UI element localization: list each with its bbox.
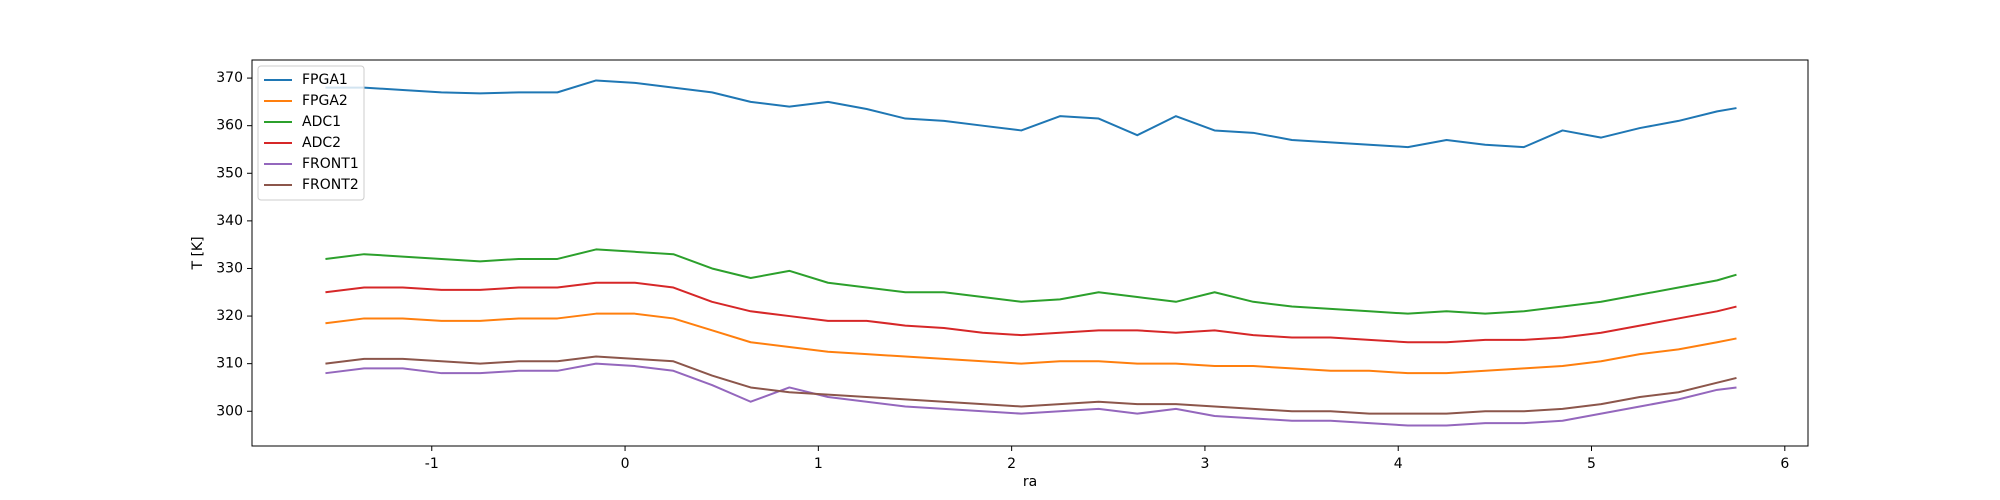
series-line [325, 312, 1737, 375]
x-axis-label: ra [1023, 474, 1037, 490]
legend-label: FPGA2 [302, 93, 348, 109]
series-line [325, 362, 1737, 427]
series-line [325, 79, 1737, 149]
series-line [325, 355, 1737, 415]
y-tick-label: 300 [216, 403, 243, 419]
y-tick-label: 360 [216, 118, 243, 134]
x-tick-label: -1 [425, 456, 439, 472]
plot-frame [251, 59, 1809, 447]
x-tick-label: 2 [1007, 456, 1016, 472]
x-tick-label: 4 [1394, 456, 1403, 472]
y-tick-label: 370 [216, 70, 243, 86]
y-tick-label: 340 [216, 213, 243, 229]
series-line [325, 248, 1737, 315]
x-tick-label: 3 [1200, 456, 1209, 472]
x-tick-label: 0 [621, 456, 630, 472]
legend-label: FRONT2 [302, 177, 359, 193]
x-tick-label: 1 [814, 456, 823, 472]
series-line [325, 281, 1737, 344]
x-tick-label: 6 [1780, 456, 1789, 472]
y-tick-label: 330 [216, 260, 243, 276]
legend-label: ADC2 [302, 135, 341, 151]
y-tick-label: 310 [216, 356, 243, 372]
legend-label: ADC1 [302, 114, 341, 130]
y-tick-label: 320 [216, 308, 243, 324]
y-axis-label: T [K] [190, 236, 206, 270]
y-tick-label: 350 [216, 165, 243, 181]
legend-label: FPGA1 [302, 72, 348, 88]
legend-label: FRONT1 [302, 156, 359, 172]
x-tick-label: 5 [1587, 456, 1596, 472]
legend-box [257, 65, 365, 201]
